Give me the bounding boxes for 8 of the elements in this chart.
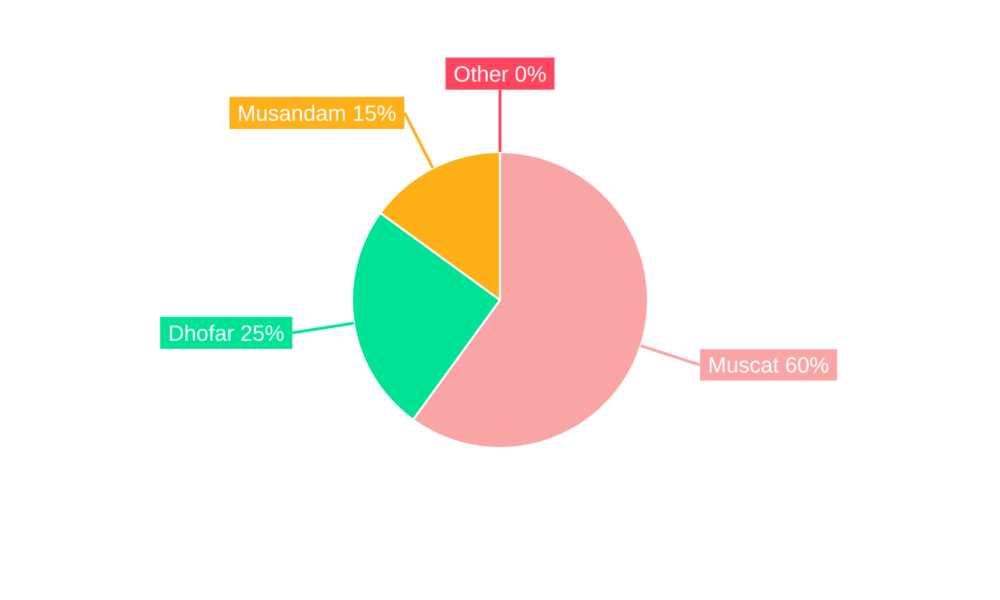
text: 0%	[516, 66, 546, 82]
slice-label: Muscat	[710, 357, 779, 373]
data-label: 15%	[354, 105, 396, 121]
data-label: 60%	[786, 357, 828, 373]
data-label: 25%	[241, 325, 284, 341]
slice-label: Musandam	[239, 104, 345, 121]
category-label: Other	[454, 66, 508, 82]
slice-label: Dhofar	[170, 324, 234, 341]
